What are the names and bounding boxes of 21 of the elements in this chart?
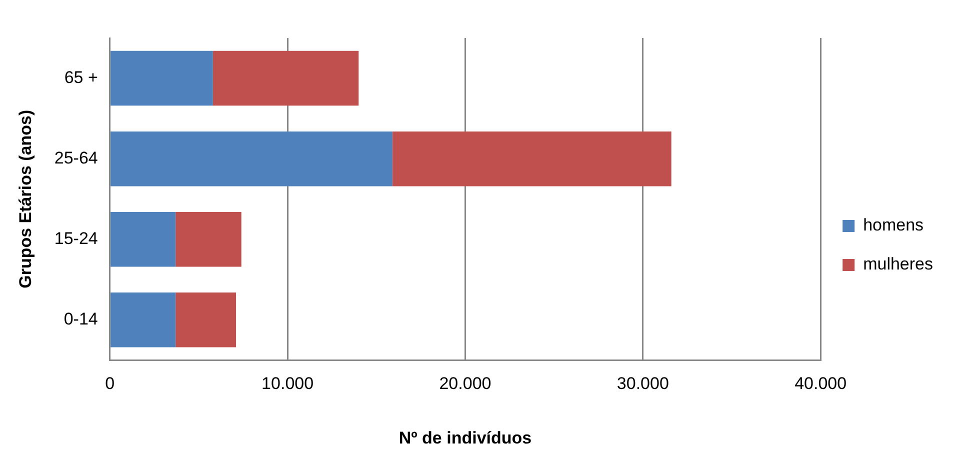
bar <box>176 212 242 267</box>
y-axis-title: Grupos Etários (anos) <box>16 110 35 288</box>
y-tick-label: 25-64 <box>54 148 98 168</box>
bar <box>110 131 392 186</box>
bar <box>110 50 213 106</box>
bar <box>212 50 359 106</box>
legend-label: mulheres <box>863 254 934 274</box>
y-tick-label: 15-24 <box>54 229 98 248</box>
bar <box>110 212 176 267</box>
x-tick-label: 0 <box>105 374 115 394</box>
y-tick-label: 0-14 <box>64 310 98 329</box>
y-tick-label: 65 + <box>64 68 98 87</box>
bar <box>392 131 672 186</box>
x-tick-label: 30.000 <box>616 374 669 394</box>
x-tick-label: 40.000 <box>794 374 847 394</box>
bar <box>176 292 236 348</box>
bar <box>110 292 176 348</box>
x-tick-label: 20.000 <box>439 374 492 394</box>
x-axis-title: Nº de indivíduos <box>398 428 532 448</box>
x-tick-label: 10.000 <box>262 374 314 394</box>
legend-label: homens <box>863 216 924 235</box>
